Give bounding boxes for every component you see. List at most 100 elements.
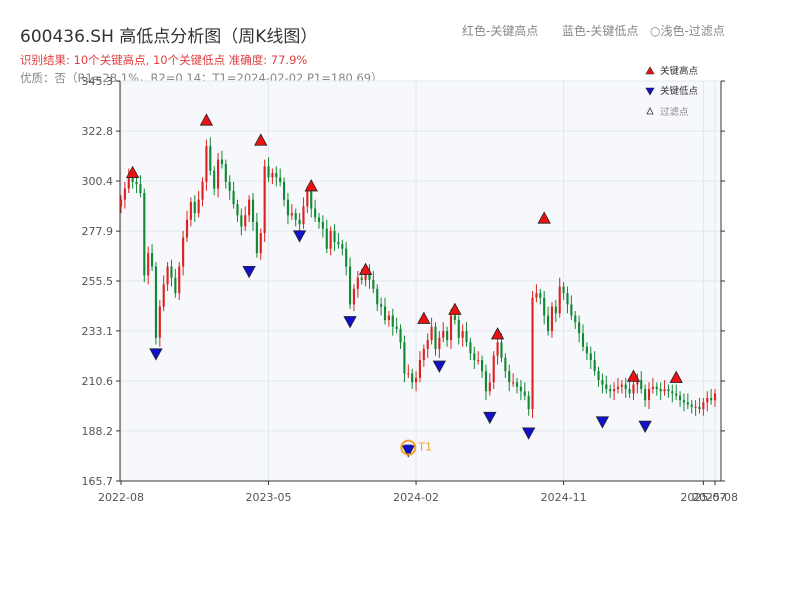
candle-body [314, 208, 317, 218]
y-tick-label: 345.3 [82, 75, 114, 88]
candle-body [523, 391, 526, 396]
candle-body [279, 177, 282, 182]
candle-body [348, 266, 352, 305]
candle-body [492, 355, 495, 383]
candle-body [150, 253, 154, 267]
legend-low-icon [645, 87, 655, 96]
candle-body [566, 293, 569, 305]
candle-body [589, 353, 592, 361]
candle-body [531, 297, 534, 410]
chart-title: 600436.SH 高低点分析图（周K线图） [20, 27, 318, 47]
key-low-marker [292, 230, 307, 243]
candle-body [407, 373, 410, 375]
key-high-marker [417, 311, 431, 324]
candle-body [286, 199, 290, 216]
candle-body [255, 221, 258, 254]
candle-body [356, 277, 359, 289]
key-high-marker [304, 179, 318, 192]
candle-body [244, 215, 247, 227]
candle-body [178, 266, 181, 294]
y-tick-label: 165.7 [82, 475, 114, 488]
candle-body [383, 306, 387, 320]
candle-body [624, 384, 627, 390]
candle-body [651, 386, 654, 390]
candle-body [232, 190, 235, 205]
candle-body [473, 353, 476, 361]
candle-body [310, 190, 313, 209]
candle-body [667, 389, 670, 392]
candle-body [317, 217, 321, 222]
candle-body [690, 404, 693, 407]
key-high-marker [358, 262, 373, 275]
legend-low-label: 关键低点 [660, 85, 699, 97]
candle-body [275, 172, 278, 178]
candle-body [290, 213, 293, 216]
key-low-marker [521, 427, 536, 440]
candle-body [644, 389, 647, 401]
candle-body [682, 400, 686, 403]
candle-body [236, 204, 239, 216]
legend-high-icon [645, 66, 655, 75]
candle-body [174, 277, 177, 294]
candle-body [562, 286, 565, 294]
candle-body [418, 360, 422, 378]
candle-body [127, 177, 130, 189]
candle-body [515, 382, 519, 387]
candle-body [527, 395, 530, 410]
candle-body [135, 181, 138, 185]
key-low-marker [483, 411, 497, 425]
candle-body [605, 384, 608, 390]
candle-body [543, 297, 546, 316]
candle-body [267, 166, 270, 178]
candle-body [422, 348, 425, 361]
y-tick-label: 300.4 [82, 175, 114, 188]
candle-body [294, 213, 297, 220]
candle-body [698, 406, 701, 410]
x-tick-label: 2025-07 [680, 491, 726, 504]
candle-body [205, 146, 208, 182]
candle-body [597, 371, 600, 381]
y-tick-label: 277.9 [82, 225, 114, 238]
candle-body [550, 306, 554, 332]
candle-body [609, 389, 612, 392]
candle-body [647, 389, 651, 401]
key-high-marker [199, 113, 214, 126]
candle-body [282, 181, 286, 200]
candle-body [209, 146, 212, 171]
candle-body [504, 357, 507, 372]
candle-body [500, 342, 503, 358]
candle-body [368, 270, 371, 280]
candle-body [446, 331, 449, 341]
candle-body [182, 237, 185, 267]
candle-body [488, 382, 491, 392]
x-tick-label: 2023-05 [246, 491, 292, 504]
key-low-marker [595, 416, 610, 429]
legend-filtered-text: ○浅色-过滤点 [650, 24, 725, 38]
t1-low-marker [404, 444, 413, 452]
candle-body [496, 342, 499, 356]
key-high-marker [490, 327, 505, 340]
candle-body [143, 193, 146, 276]
candle-body [535, 293, 538, 298]
candle-body [570, 304, 573, 316]
candle-body [345, 248, 348, 267]
legend-high-label: 关键高点 [660, 65, 699, 77]
candle-body [636, 380, 639, 385]
candle-body [213, 170, 216, 189]
key-low-marker [343, 316, 357, 329]
key-high-marker [448, 302, 462, 315]
candle-body [686, 402, 689, 405]
candle-body [581, 333, 585, 347]
candle-body [480, 360, 484, 372]
candle-body [449, 315, 453, 341]
key-low-marker [242, 266, 256, 279]
legend-filtered-icon [646, 107, 654, 115]
candle-body [216, 159, 220, 189]
candle-body [329, 230, 332, 249]
candle-body [306, 190, 309, 207]
candle-body [411, 373, 414, 383]
candle-body [220, 159, 224, 165]
candle-body [539, 293, 542, 298]
y-tick-label: 255.5 [82, 275, 114, 288]
